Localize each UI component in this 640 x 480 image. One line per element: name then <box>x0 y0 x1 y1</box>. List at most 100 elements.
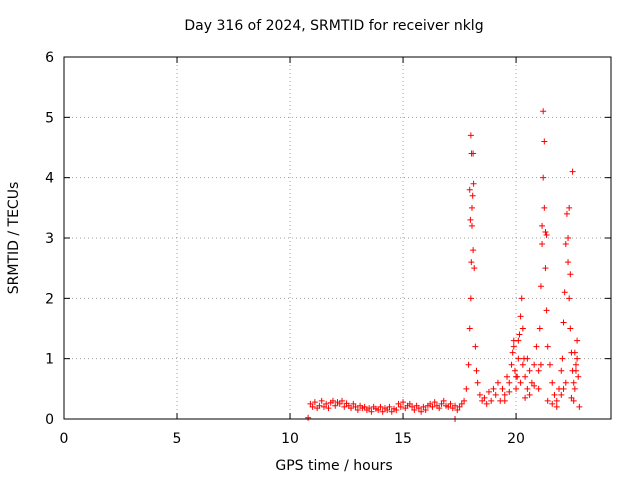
data-point <box>320 403 327 410</box>
data-point <box>406 400 413 407</box>
data-point <box>375 406 382 413</box>
data-point <box>352 403 359 410</box>
data-point <box>476 391 483 398</box>
data-point <box>526 367 533 374</box>
data-point <box>531 382 538 389</box>
data-point <box>458 400 465 407</box>
data-point <box>546 361 553 368</box>
data-point <box>348 405 355 412</box>
data-point <box>492 391 499 398</box>
data-point <box>473 367 480 374</box>
data-point <box>531 361 538 368</box>
data-point <box>440 397 447 404</box>
data-point <box>565 259 572 266</box>
data-point <box>543 231 550 238</box>
data-point <box>420 403 427 410</box>
data-point <box>508 361 515 368</box>
data-point <box>393 406 400 413</box>
data-point <box>467 216 474 223</box>
data-point <box>388 408 395 415</box>
data-point <box>528 379 535 386</box>
data-point <box>318 397 325 404</box>
data-point <box>350 400 357 407</box>
x-axis-label: GPS time / hours <box>275 458 392 474</box>
y-tick-label: 1 <box>45 352 54 368</box>
data-point <box>519 325 526 332</box>
data-point <box>558 391 565 398</box>
data-point <box>474 379 481 386</box>
data-point <box>565 235 572 241</box>
data-point <box>490 385 497 392</box>
data-point <box>422 406 429 413</box>
data-point <box>569 168 576 175</box>
data-point <box>309 403 316 410</box>
data-point <box>479 397 486 404</box>
data-point <box>574 337 581 344</box>
data-point <box>354 406 361 413</box>
data-point <box>436 405 443 412</box>
data-point <box>570 379 577 386</box>
data-point <box>543 307 550 314</box>
data-point <box>465 361 472 368</box>
data-point <box>325 405 332 412</box>
data-point <box>470 247 477 254</box>
data-point <box>470 180 477 187</box>
data-point <box>501 397 508 404</box>
data-point <box>467 132 474 139</box>
data-point <box>562 241 569 248</box>
grid-lines <box>64 57 611 419</box>
data-point <box>361 403 368 410</box>
data-point <box>553 403 560 410</box>
data-point <box>481 394 488 401</box>
data-point <box>468 204 475 211</box>
data-point <box>415 405 422 412</box>
data-point <box>567 325 574 332</box>
data-point <box>368 408 375 415</box>
data-point <box>311 399 318 406</box>
data-point <box>456 403 463 410</box>
data-point <box>544 343 551 350</box>
data-points <box>305 108 583 422</box>
data-point <box>400 399 407 406</box>
data-point <box>468 150 475 157</box>
data-point <box>540 108 547 115</box>
data-point <box>575 373 582 380</box>
data-point <box>515 337 522 344</box>
data-point <box>305 414 312 421</box>
data-point <box>562 379 569 386</box>
data-point <box>488 397 495 404</box>
data-point <box>560 319 567 326</box>
data-point <box>535 385 542 392</box>
data-point <box>506 388 513 395</box>
data-point <box>559 355 566 362</box>
data-point <box>539 241 546 248</box>
data-point <box>558 367 565 374</box>
data-point <box>447 400 454 407</box>
data-point <box>336 400 343 407</box>
data-point <box>409 403 416 410</box>
data-point <box>461 397 468 404</box>
data-point <box>561 289 568 296</box>
y-tick-label: 2 <box>45 291 54 307</box>
y-axis-label: SRMTID / TECUs <box>6 182 22 295</box>
data-point <box>501 391 508 398</box>
data-point <box>544 397 551 404</box>
data-point <box>574 355 581 362</box>
data-point <box>466 325 473 332</box>
data-point <box>524 385 531 392</box>
data-point <box>509 349 516 356</box>
data-point <box>513 373 520 380</box>
x-tick-label: 20 <box>507 431 525 447</box>
data-point <box>536 325 543 332</box>
data-point <box>568 394 575 401</box>
data-point <box>513 385 520 392</box>
data-point <box>522 394 529 401</box>
data-point <box>467 295 474 302</box>
x-tick-label: 5 <box>173 431 182 447</box>
data-point <box>510 343 517 350</box>
data-point <box>560 385 567 392</box>
y-tick-label: 0 <box>45 412 54 428</box>
data-point <box>395 400 402 407</box>
data-point <box>572 361 579 368</box>
data-point <box>511 367 518 374</box>
